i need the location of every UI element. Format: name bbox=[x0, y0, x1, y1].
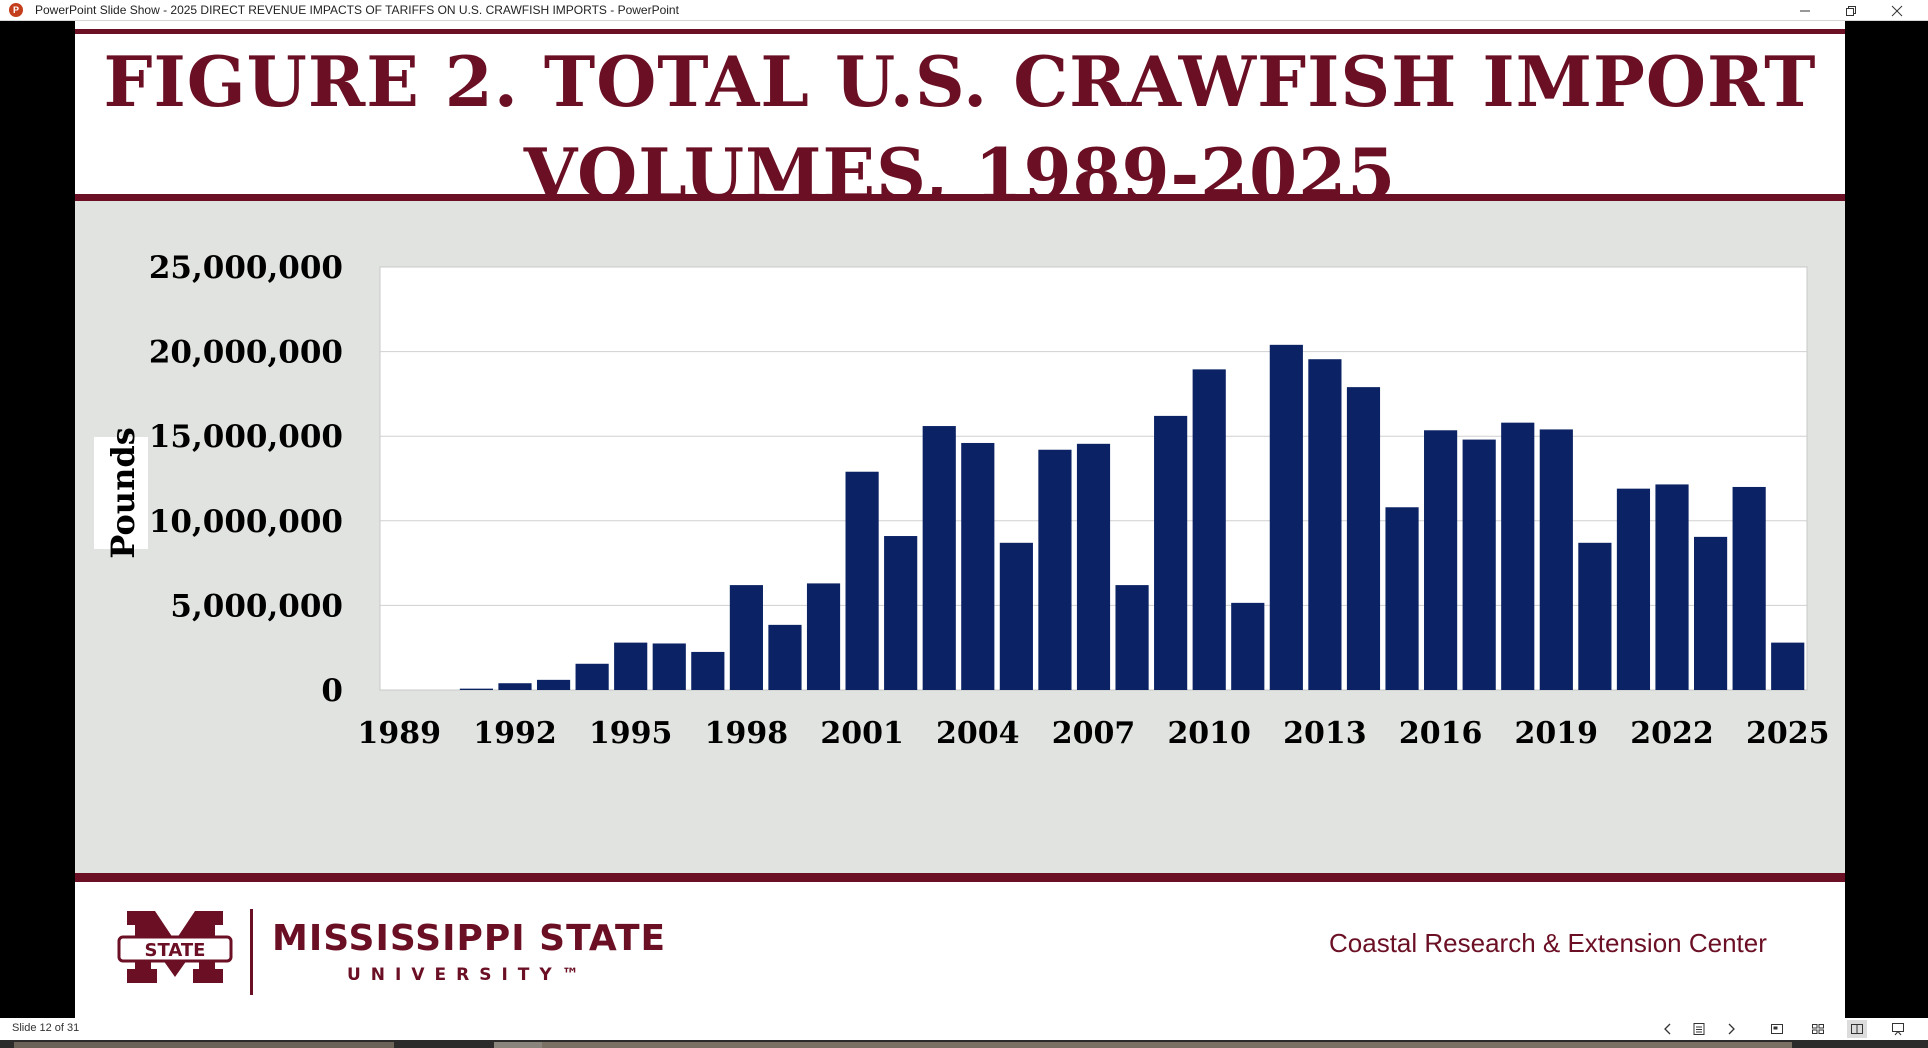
bar-1998 bbox=[729, 585, 763, 690]
bar-1994 bbox=[575, 663, 609, 690]
x-tick-label: 2019 bbox=[1515, 716, 1599, 751]
bar-2000 bbox=[806, 583, 841, 690]
taskbar-segment bbox=[542, 1042, 1792, 1048]
bar-1997 bbox=[691, 651, 725, 690]
slide-show-button[interactable] bbox=[1888, 1020, 1908, 1038]
msu-logo-icon: STATE bbox=[117, 911, 233, 983]
x-tick-label: 2022 bbox=[1630, 716, 1714, 751]
bar-1992 bbox=[498, 683, 532, 690]
chart-panel: 0 5,000,000 10,000,000 15,000,000 20,000,000… bbox=[75, 201, 1845, 873]
bar-2013 bbox=[1308, 359, 1342, 690]
svg-text:STATE: STATE bbox=[145, 940, 206, 961]
bar-2023 bbox=[1694, 536, 1728, 690]
bar-2014 bbox=[1346, 387, 1381, 690]
reading-view-icon bbox=[1851, 1024, 1863, 1034]
bar-2012 bbox=[1269, 344, 1303, 690]
x-tick-label: 1992 bbox=[473, 716, 557, 751]
bar-2016 bbox=[1424, 430, 1458, 690]
x-tick-label: 2025 bbox=[1746, 716, 1830, 751]
chevron-left-icon bbox=[1664, 1023, 1671, 1035]
y-axis-label: Pounds bbox=[104, 427, 142, 558]
window-title-bar: P PowerPoint Slide Show - 2025 DIRECT RE… bbox=[0, 0, 1928, 21]
slide-menu-button[interactable] bbox=[1689, 1020, 1709, 1038]
x-tick-label: 1998 bbox=[705, 716, 789, 751]
slide-canvas[interactable]: FIGURE 2. TOTAL U.S. CRAWFISH IMPORT VOL… bbox=[75, 21, 1845, 1018]
bar-2017 bbox=[1462, 439, 1496, 690]
bar-2011 bbox=[1231, 602, 1265, 690]
slide-indicator: Slide 12 of 31 bbox=[12, 1022, 80, 1034]
previous-slide-button[interactable] bbox=[1658, 1020, 1678, 1038]
slide-title-line-1: FIGURE 2. TOTAL U.S. CRAWFISH IMPORT bbox=[103, 42, 1817, 123]
x-tick-label: 2004 bbox=[936, 716, 1020, 751]
bar-2006 bbox=[1038, 449, 1072, 690]
bar-2022 bbox=[1655, 484, 1689, 690]
title-rule bbox=[75, 194, 1845, 201]
x-tick-label: 2001 bbox=[820, 716, 904, 751]
bar-1995 bbox=[614, 642, 648, 690]
restore-icon bbox=[1846, 6, 1856, 16]
bar-2025 bbox=[1771, 642, 1805, 690]
center-name: Coastal Research & Extension Center bbox=[1329, 928, 1767, 958]
x-tick-label: 2007 bbox=[1052, 716, 1136, 751]
next-slide-button[interactable] bbox=[1721, 1020, 1741, 1038]
bar-2020 bbox=[1578, 542, 1612, 690]
y-tick-label: 15,000,000 bbox=[149, 419, 343, 455]
x-tick-label: 2016 bbox=[1399, 716, 1483, 751]
bar-1999 bbox=[768, 624, 802, 690]
x-tick-label: 2010 bbox=[1167, 716, 1251, 751]
bar-2019 bbox=[1539, 429, 1573, 690]
footer-rule bbox=[75, 873, 1845, 882]
x-tick-label: 2013 bbox=[1283, 716, 1367, 751]
close-icon bbox=[1891, 5, 1903, 17]
slide-menu-icon bbox=[1693, 1023, 1705, 1035]
y-axis-label-box bbox=[94, 437, 148, 549]
bar-2024 bbox=[1732, 486, 1766, 690]
y-tick-label: 10,000,000 bbox=[149, 504, 343, 540]
y-tick-label: 0 bbox=[321, 673, 343, 709]
taskbar-segment bbox=[14, 1042, 394, 1048]
normal-view-icon bbox=[1771, 1024, 1783, 1034]
bar-1993 bbox=[536, 679, 571, 690]
chevron-right-icon bbox=[1728, 1023, 1735, 1035]
normal-view-button[interactable] bbox=[1767, 1020, 1787, 1038]
close-button[interactable] bbox=[1874, 0, 1920, 21]
taskbar-segment bbox=[494, 1042, 542, 1048]
y-tick-label: 25,000,000 bbox=[149, 250, 343, 286]
bar-1996 bbox=[652, 643, 686, 690]
bar-2007 bbox=[1076, 443, 1111, 690]
bar-chart: 0 5,000,000 10,000,000 15,000,000 20,000,000… bbox=[94, 250, 1830, 751]
window-title: PowerPoint Slide Show - 2025 DIRECT REVE… bbox=[35, 3, 679, 17]
university-subtitle: UNIVERSITY™ bbox=[347, 965, 589, 985]
slideshow-status-bar: Slide 12 of 31 bbox=[0, 1018, 1928, 1040]
logo-divider bbox=[250, 909, 253, 995]
bar-2018 bbox=[1501, 422, 1535, 690]
minimize-button[interactable] bbox=[1782, 0, 1828, 21]
slide-sorter-button[interactable] bbox=[1808, 1020, 1828, 1038]
slide-sorter-icon bbox=[1812, 1024, 1824, 1034]
bar-2004 bbox=[961, 442, 995, 690]
bar-2009 bbox=[1154, 415, 1188, 690]
bar-1991 bbox=[459, 688, 493, 690]
powerpoint-app-icon: P bbox=[9, 3, 23, 17]
reading-view-button[interactable] bbox=[1847, 1020, 1867, 1038]
bar-2010 bbox=[1192, 369, 1226, 690]
bar-2005 bbox=[999, 542, 1033, 690]
y-tick-label: 5,000,000 bbox=[170, 588, 343, 624]
university-name: MISSISSIPPI STATE bbox=[272, 918, 667, 959]
bar-2008 bbox=[1115, 585, 1149, 690]
top-rule bbox=[75, 29, 1845, 34]
bar-2002 bbox=[884, 536, 918, 690]
bar-2001 bbox=[845, 471, 879, 690]
x-tick-label: 1995 bbox=[589, 716, 673, 751]
restore-button[interactable] bbox=[1828, 0, 1874, 21]
slide-show-icon bbox=[1892, 1023, 1904, 1036]
bar-2021 bbox=[1616, 488, 1651, 690]
x-tick-label: 1989 bbox=[358, 716, 442, 751]
minimize-icon bbox=[1800, 10, 1810, 12]
bar-2015 bbox=[1385, 507, 1419, 690]
bar-2003 bbox=[922, 426, 956, 690]
y-tick-label: 20,000,000 bbox=[149, 335, 343, 371]
